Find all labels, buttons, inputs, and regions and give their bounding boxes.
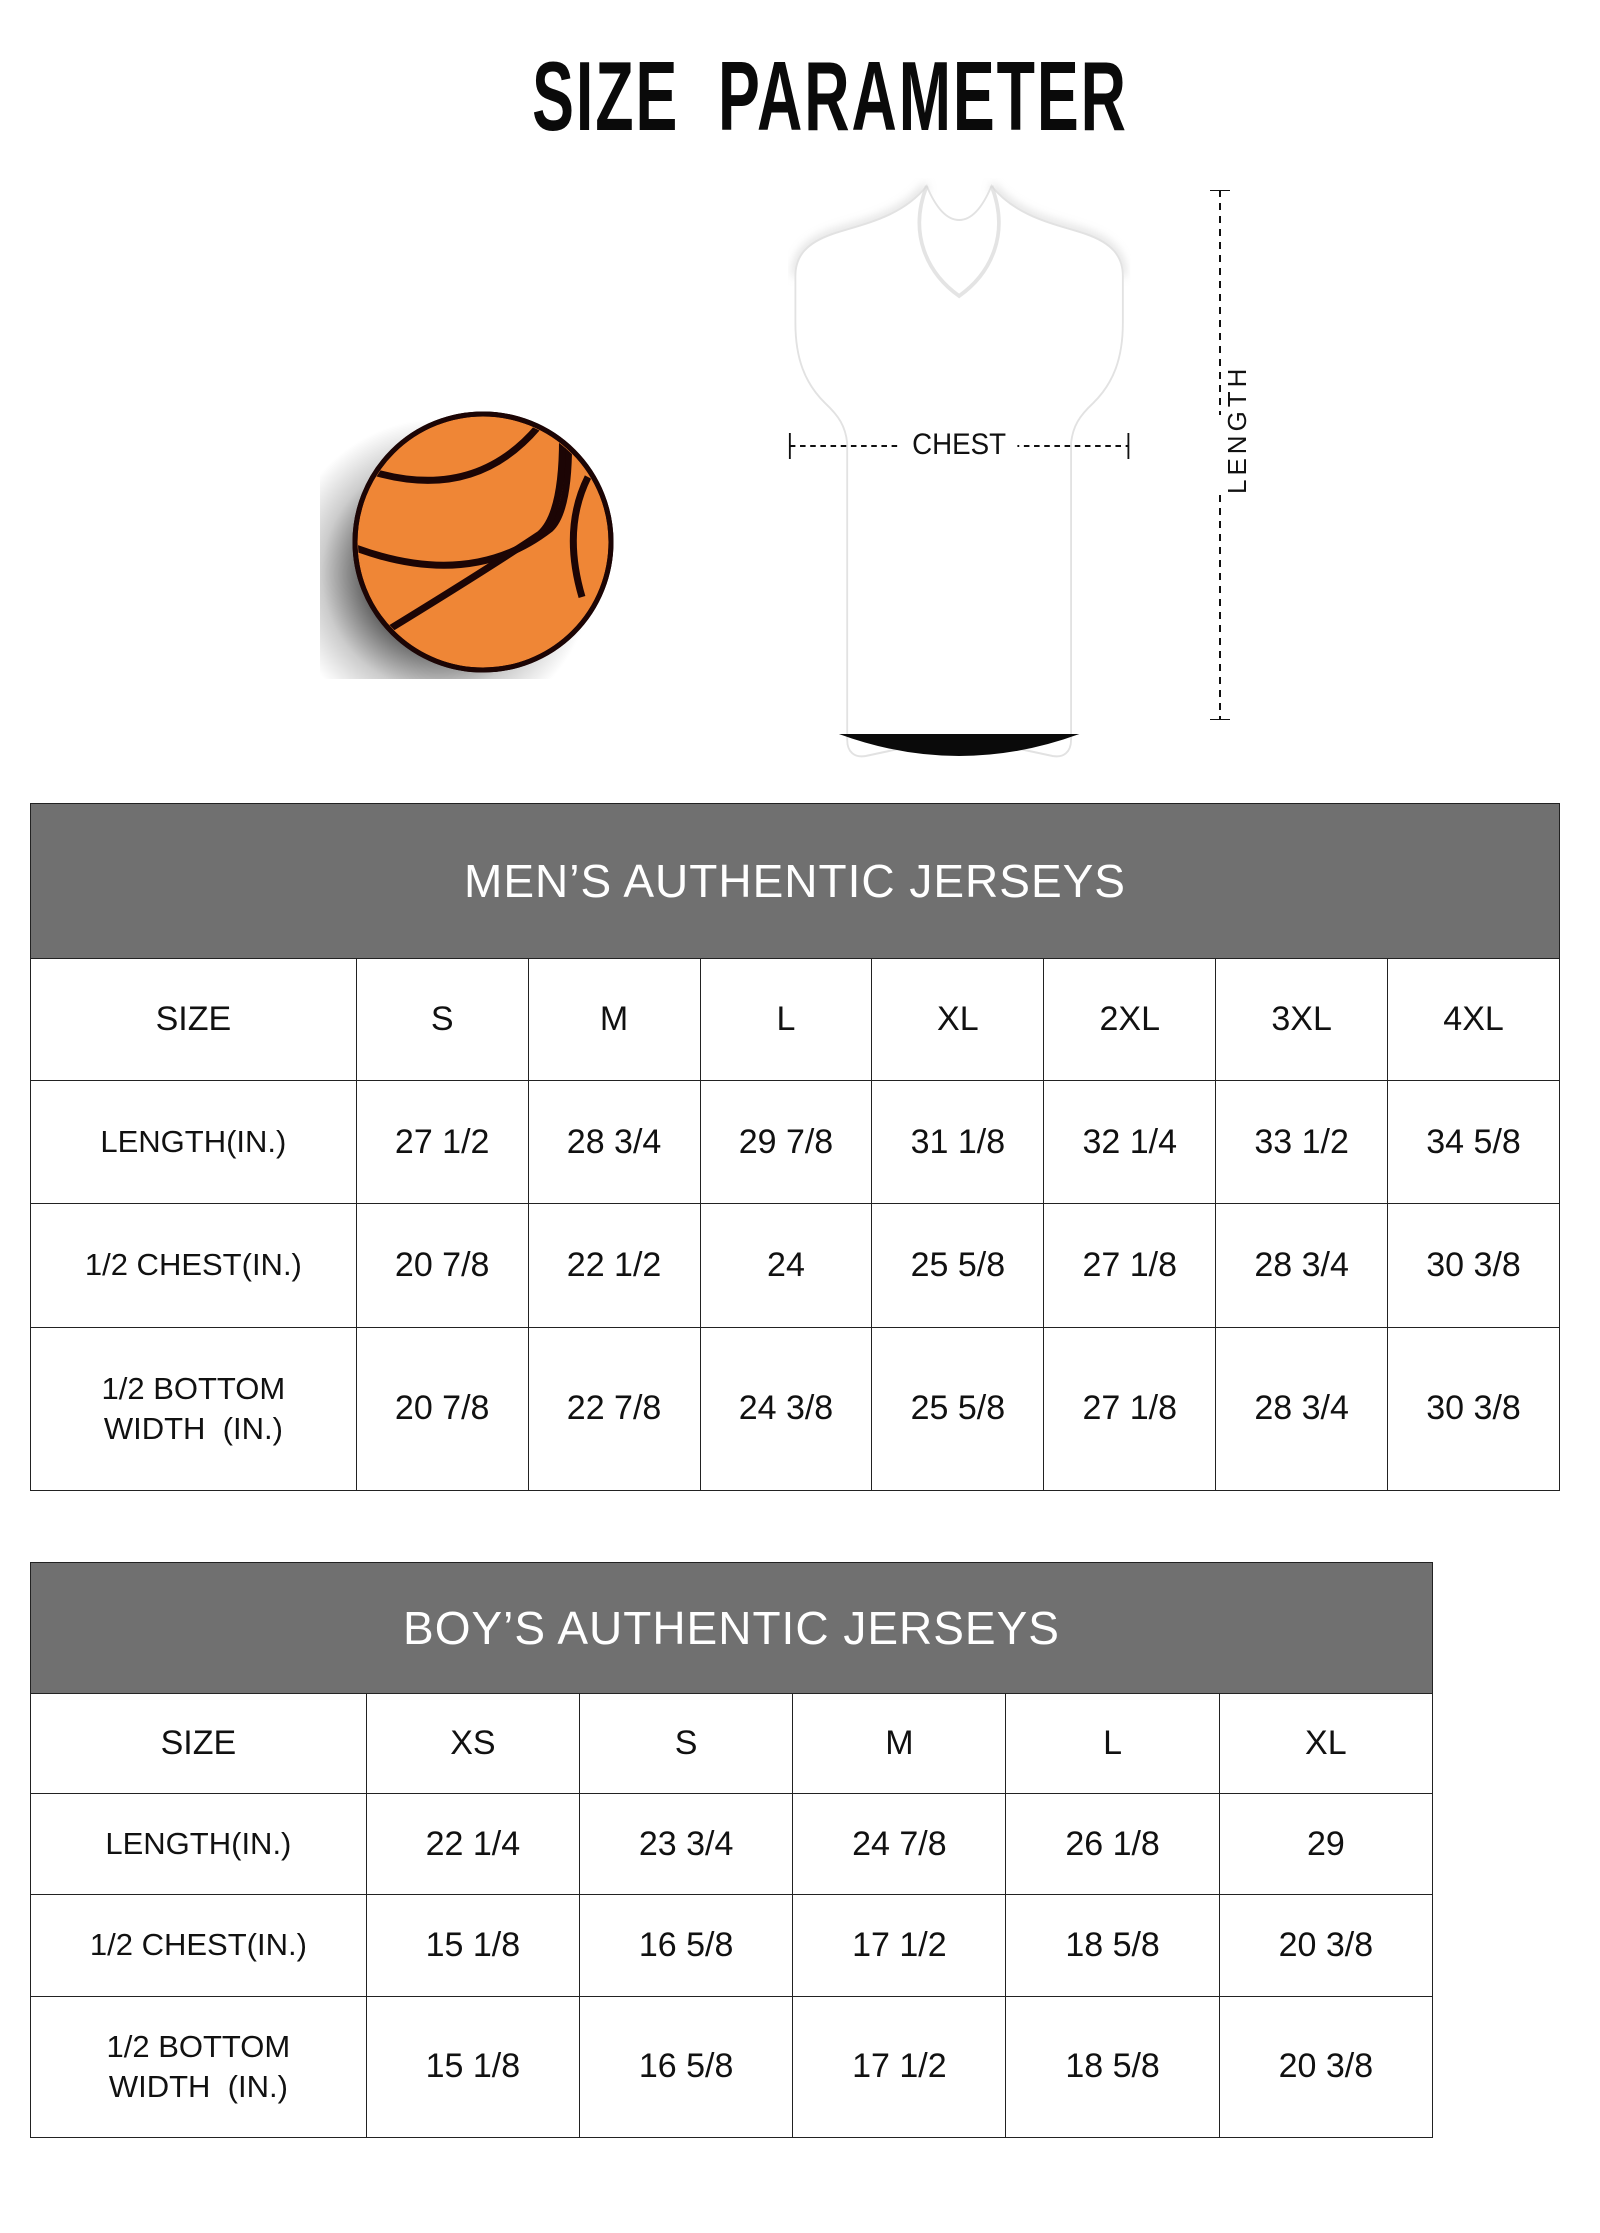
svg-text:CHEST: CHEST xyxy=(912,428,1006,461)
